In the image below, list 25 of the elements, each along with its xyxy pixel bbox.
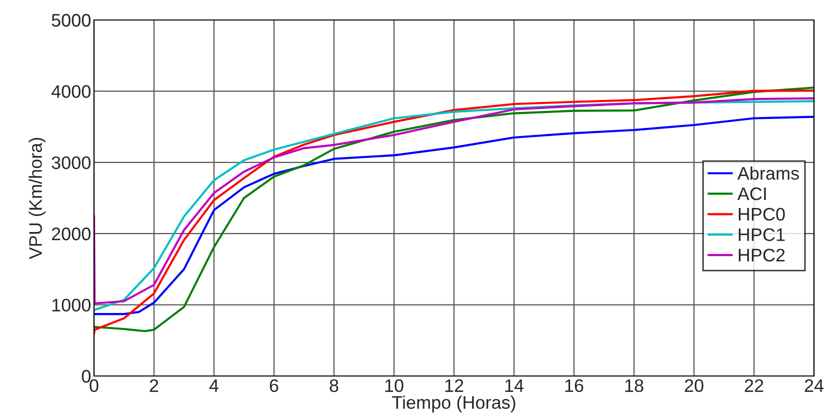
- legend-label: Abrams: [737, 166, 799, 180]
- y-tick-label: 1000: [52, 298, 91, 312]
- y-tick-label: 5000: [52, 14, 91, 27]
- x-tick-label: 22: [744, 379, 764, 392]
- x-tick-label: 2: [150, 379, 158, 392]
- x-axis-title: Tiempo (Horas): [392, 396, 516, 412]
- y-tick-label: 2000: [52, 228, 91, 240]
- x-tick-label: 16: [565, 379, 584, 392]
- legend-label: ACI: [737, 187, 766, 200]
- x-tick-label: 8: [330, 379, 338, 392]
- x-tick-label: 24: [804, 379, 824, 392]
- y-axis-title: VPU (Km/hora): [28, 138, 46, 260]
- x-tick-label: 20: [684, 379, 704, 392]
- x-tick-label: 6: [270, 379, 278, 392]
- x-tick-label: 10: [385, 379, 404, 392]
- y-tick-label: 3000: [52, 156, 91, 170]
- y-tick-label: 4000: [51, 85, 91, 98]
- x-tick-label: 18: [625, 379, 644, 392]
- legend-label: HPC2: [738, 248, 785, 262]
- x-tick-label: 4: [209, 379, 218, 392]
- legend-label: HPC0: [738, 208, 785, 221]
- x-tick-label: 12: [445, 379, 464, 392]
- y-tick-label: 0: [82, 370, 91, 383]
- legend-label: HPC1: [738, 228, 785, 242]
- x-tick-label: 14: [505, 379, 524, 392]
